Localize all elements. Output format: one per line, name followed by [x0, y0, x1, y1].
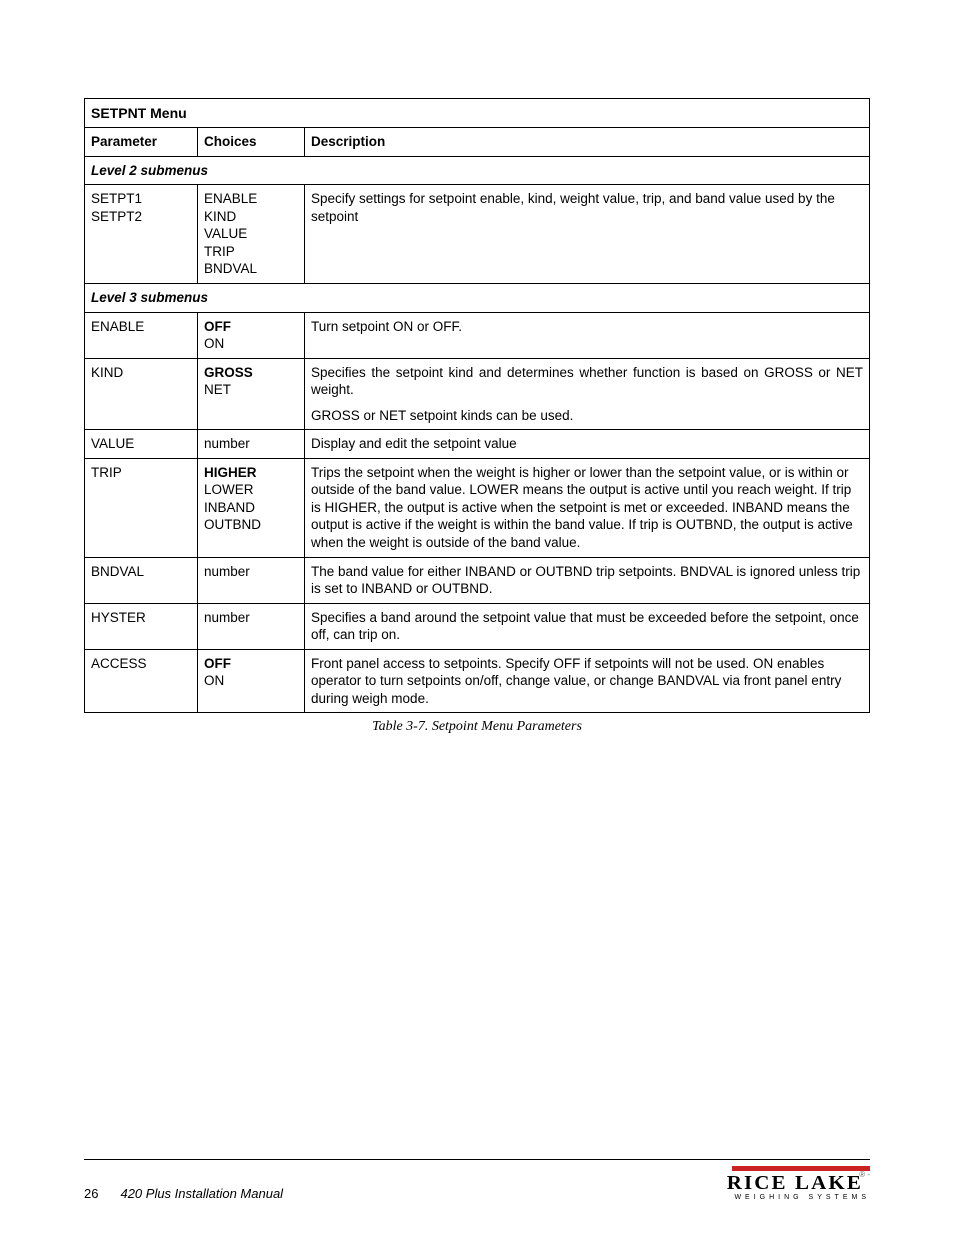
choices-value: number: [198, 430, 305, 459]
desc-trip: Trips the setpoint when the weight is hi…: [305, 458, 870, 557]
header-choices: Choices: [198, 128, 305, 157]
param-access: ACCESS: [85, 649, 198, 713]
table-caption: Table 3-7. Setpoint Menu Parameters: [84, 719, 870, 735]
desc-access: Front panel access to setpoints. Specify…: [305, 649, 870, 713]
level-3-submenus-label: Level 3 submenus: [85, 284, 870, 313]
param-trip: TRIP: [85, 458, 198, 557]
choices-enable: OFFON: [198, 312, 305, 358]
table-row: ACCESS OFFON Front panel access to setpo…: [85, 649, 870, 713]
desc-value: Display and edit the setpoint value: [305, 430, 870, 459]
table-row: ENABLE OFFON Turn setpoint ON or OFF.: [85, 312, 870, 358]
desc-kind-p1: Specifies the setpoint kind and determin…: [311, 364, 863, 399]
manual-title: 420 Plus Installation Manual: [120, 1186, 283, 1201]
param-hyster: HYSTER: [85, 603, 198, 649]
logo-text: RICE LAKE: [726, 1173, 862, 1193]
param-value: VALUE: [85, 430, 198, 459]
header-description: Description: [305, 128, 870, 157]
param-setpt: SETPT1 SETPT2: [85, 185, 198, 284]
table-row: VALUE number Display and edit the setpoi…: [85, 430, 870, 459]
level-2-submenus-label: Level 2 submenus: [85, 156, 870, 185]
desc-hyster: Specifies a band around the setpoint val…: [305, 603, 870, 649]
choices-bndval: number: [198, 557, 305, 603]
page-footer: 26 420 Plus Installation Manual RICE LAK…: [84, 1159, 870, 1201]
param-enable: ENABLE: [85, 312, 198, 358]
footer-left: 26 420 Plus Installation Manual: [84, 1186, 283, 1201]
choices-setpt: ENABLE KIND VALUE TRIP BNDVAL: [198, 185, 305, 284]
setpnt-menu-table: SETPNT Menu Parameter Choices Descriptio…: [84, 98, 870, 713]
table-row: HYSTER number Specifies a band around th…: [85, 603, 870, 649]
header-parameter: Parameter: [85, 128, 198, 157]
table-title: SETPNT Menu: [85, 99, 870, 128]
logo-accent-bar: [732, 1166, 870, 1171]
choices-trip: HIGHERLOWERINBANDOUTBND: [198, 458, 305, 557]
rice-lake-logo: RICE LAKE® - WEIGHING SYSTEMS: [730, 1166, 870, 1201]
page-number: 26: [84, 1186, 98, 1201]
table-row: TRIP HIGHERLOWERINBANDOUTBND Trips the s…: [85, 458, 870, 557]
table-row: KIND GROSSNET Specifies the setpoint kin…: [85, 358, 870, 430]
registered-icon: ® -: [859, 1170, 870, 1179]
table-row: SETPT1 SETPT2 ENABLE KIND VALUE TRIP BND…: [85, 185, 870, 284]
logo-subtext: WEIGHING SYSTEMS: [734, 1194, 870, 1201]
desc-kind-p2: GROSS or NET setpoint kinds can be used.: [311, 407, 863, 425]
param-kind: KIND: [85, 358, 198, 430]
param-bndval: BNDVAL: [85, 557, 198, 603]
table-row: BNDVAL number The band value for either …: [85, 557, 870, 603]
desc-kind: Specifies the setpoint kind and determin…: [305, 358, 870, 430]
choices-kind: GROSSNET: [198, 358, 305, 430]
desc-enable: Turn setpoint ON or OFF.: [305, 312, 870, 358]
choices-hyster: number: [198, 603, 305, 649]
choices-access: OFFON: [198, 649, 305, 713]
desc-setpt: Specify settings for setpoint enable, ki…: [305, 185, 870, 284]
desc-bndval: The band value for either INBAND or OUTB…: [305, 557, 870, 603]
